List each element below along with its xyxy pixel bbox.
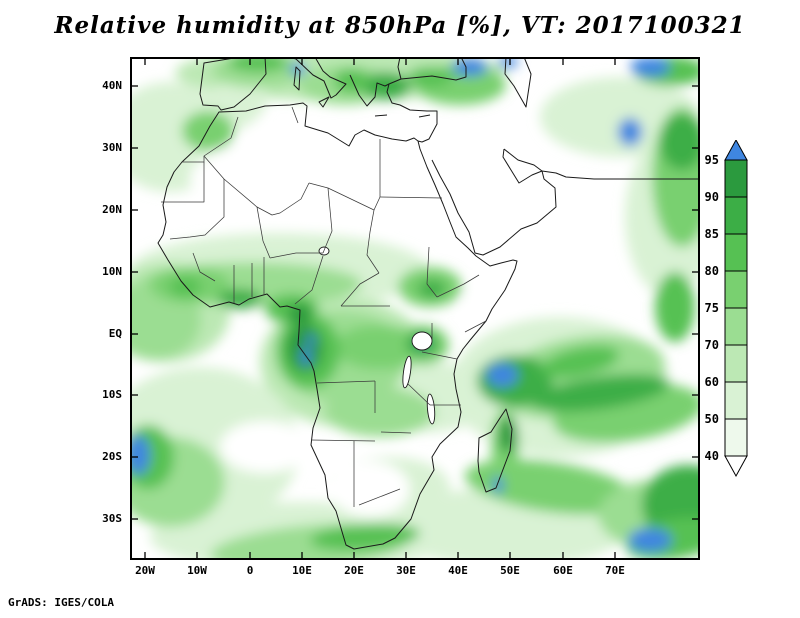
colorbar-segment: [725, 234, 747, 271]
humidity-field: [130, 57, 700, 560]
colorbar-segment: [725, 160, 747, 197]
x-tick-label: 40E: [448, 564, 468, 577]
colorbar-label: 80: [705, 264, 719, 278]
x-tick-label: 10W: [187, 564, 207, 577]
colorbar-label: 60: [705, 375, 719, 389]
colorbar: 95 90 85 80 75 70 60 50 40: [695, 140, 755, 480]
x-tick-label: 0: [247, 564, 254, 577]
colorbar-segment: [725, 382, 747, 419]
colorbar-label: 75: [705, 301, 719, 315]
colorbar-segment: [725, 197, 747, 234]
x-tick-label: 50E: [500, 564, 520, 577]
colorbar-label: 70: [705, 338, 719, 352]
colorbar-label: 95: [705, 153, 719, 167]
map-frame: [130, 57, 700, 560]
x-tick-label: 20E: [344, 564, 364, 577]
colorbar-segment: [725, 456, 747, 476]
y-tick-label: 20S: [102, 450, 122, 463]
x-tick-label: 30E: [396, 564, 416, 577]
x-tick-label: 60E: [553, 564, 573, 577]
y-tick-label: 30N: [102, 141, 122, 154]
colorbar-label: 50: [705, 412, 719, 426]
colorbar-segment: [725, 308, 747, 345]
y-tick-label: EQ: [109, 327, 122, 340]
colorbar-label: 85: [705, 227, 719, 241]
y-tick-label: 20N: [102, 203, 122, 216]
y-tick-label: 10S: [102, 388, 122, 401]
colorbar-segment: [725, 345, 747, 382]
colorbar-label: 90: [705, 190, 719, 204]
colorbar-segment: [725, 140, 747, 160]
x-tick-label: 70E: [605, 564, 625, 577]
colorbar-segment: [725, 271, 747, 308]
colorbar-label: 40: [705, 449, 719, 463]
y-tick-label: 30S: [102, 512, 122, 525]
x-tick-label: 20W: [135, 564, 155, 577]
x-tick-label: 10E: [292, 564, 312, 577]
y-tick-label: 40N: [102, 79, 122, 92]
page-title: Relative humidity at 850hPa [%], VT: 201…: [0, 12, 800, 39]
y-tick-label: 10N: [102, 265, 122, 278]
map-canvas: [130, 57, 700, 560]
x-axis-labels: 20W 10W 0 10E 20E 30E 40E 50E 60E 70E: [130, 564, 700, 580]
attribution-label: GrADS: IGES/COLA: [8, 596, 114, 609]
colorbar-segment: [725, 419, 747, 456]
y-axis-labels: 40N 30N 20N 10N EQ 10S 20S 30S: [86, 57, 124, 560]
